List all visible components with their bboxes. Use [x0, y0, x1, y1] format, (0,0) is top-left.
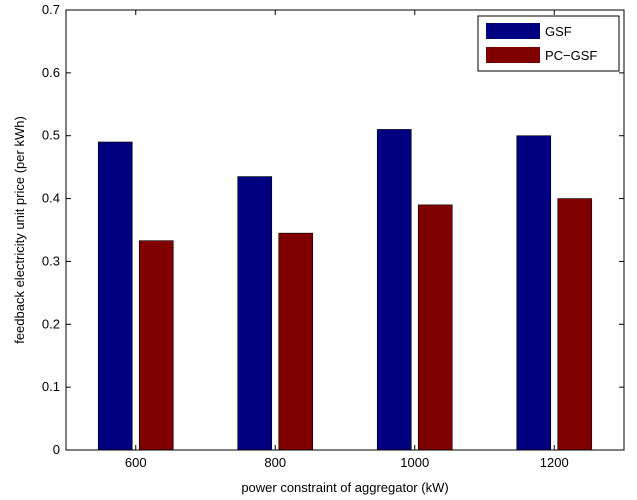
- bar-pc-gsf-600: [138, 240, 174, 451]
- legend: GSF PC−GSF: [477, 15, 620, 72]
- y-axis-label: feedback electricity unit price (per kWh…: [12, 116, 27, 344]
- bar-gsf-1200: [516, 135, 552, 451]
- bar-pc-gsf-800: [278, 232, 314, 451]
- x-tick-label: 1200: [540, 455, 569, 470]
- legend-swatch-pc-gsf: [486, 47, 540, 63]
- y-tick-label: 0.1: [42, 379, 60, 394]
- x-tick-label: 600: [125, 455, 147, 470]
- x-tick-label: 800: [264, 455, 286, 470]
- y-tick-label: 0.2: [42, 316, 60, 331]
- y-tick-label: 0.4: [42, 191, 60, 206]
- x-axis-label: power constraint of aggregator (kW): [241, 480, 448, 495]
- y-tick-label: 0.5: [42, 128, 60, 143]
- y-tick-label: 0.7: [42, 2, 60, 17]
- legend-swatch-gsf: [486, 23, 540, 39]
- x-tick-label: 1000: [400, 455, 429, 470]
- y-tick-label: 0: [53, 442, 60, 457]
- bars-layer: [97, 129, 593, 451]
- bar-pc-gsf-1000: [417, 204, 453, 451]
- legend-label-gsf: GSF: [545, 24, 572, 39]
- axes-layer: [65, 9, 625, 451]
- plot-frame: [65, 9, 625, 451]
- ticks-layer: 0 0.1 0.2 0.3 0.4 0.5 0.6 0.7 600 800 1000 1200: [42, 2, 624, 470]
- y-tick-label: 0.3: [42, 253, 60, 268]
- bar-pc-gsf-1200: [557, 198, 593, 451]
- legend-label-pc-gsf: PC−GSF: [545, 48, 597, 63]
- bar-gsf-800: [237, 176, 273, 451]
- bar-gsf-600: [97, 141, 133, 451]
- y-tick-label: 0.6: [42, 65, 60, 80]
- bar-gsf-1000: [376, 129, 412, 451]
